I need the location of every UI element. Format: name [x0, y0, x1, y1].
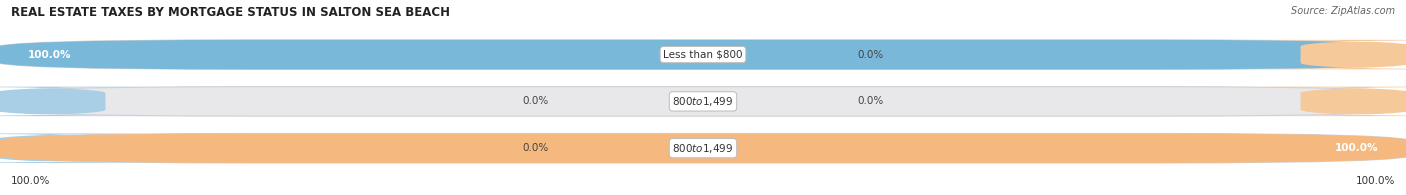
FancyBboxPatch shape	[0, 133, 1406, 163]
FancyBboxPatch shape	[0, 133, 1406, 163]
FancyBboxPatch shape	[0, 87, 1406, 116]
Text: 100.0%: 100.0%	[1355, 176, 1395, 186]
Text: 0.0%: 0.0%	[522, 143, 548, 153]
Text: 100.0%: 100.0%	[28, 50, 72, 60]
Text: 100.0%: 100.0%	[1334, 143, 1378, 153]
FancyBboxPatch shape	[1216, 87, 1406, 116]
Text: Source: ZipAtlas.com: Source: ZipAtlas.com	[1291, 6, 1395, 16]
Text: Less than $800: Less than $800	[664, 50, 742, 60]
FancyBboxPatch shape	[0, 87, 190, 116]
Text: REAL ESTATE TAXES BY MORTGAGE STATUS IN SALTON SEA BEACH: REAL ESTATE TAXES BY MORTGAGE STATUS IN …	[11, 6, 450, 19]
Text: $800 to $1,499: $800 to $1,499	[672, 95, 734, 108]
FancyBboxPatch shape	[0, 133, 190, 163]
Text: 0.0%: 0.0%	[858, 96, 884, 106]
Text: 100.0%: 100.0%	[11, 176, 51, 186]
Text: $800 to $1,499: $800 to $1,499	[672, 142, 734, 155]
FancyBboxPatch shape	[0, 40, 1406, 69]
Text: 0.0%: 0.0%	[858, 50, 884, 60]
Text: 0.0%: 0.0%	[522, 96, 548, 106]
FancyBboxPatch shape	[1216, 40, 1406, 69]
FancyBboxPatch shape	[0, 40, 1406, 69]
